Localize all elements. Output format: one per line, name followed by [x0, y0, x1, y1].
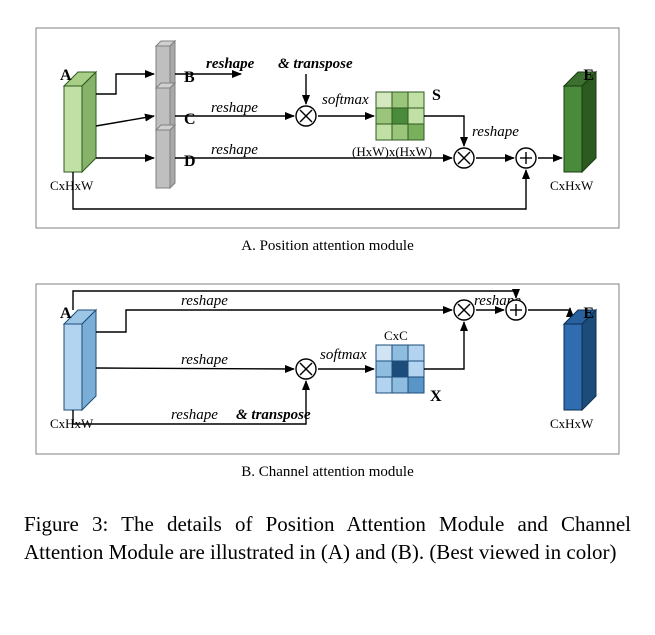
label-X: X	[430, 388, 442, 405]
heatmap-X	[376, 345, 424, 393]
lbl-softmax-B: softmax	[320, 347, 367, 363]
arrow-S-to-mm2	[424, 116, 464, 146]
lbl-softmax-A: softmax	[322, 92, 369, 108]
arrow-A-to-B	[96, 74, 154, 94]
lbl-reshape-top: reshape	[181, 293, 228, 309]
arrow-X-to-mmB2	[424, 322, 464, 369]
label-B: B	[184, 69, 195, 86]
lbl-transpose-bot: & transpose	[236, 407, 311, 423]
lbl-transpose-B: & transpose	[278, 56, 353, 72]
label-D: D	[184, 153, 196, 170]
label-E-ch: E	[583, 305, 594, 322]
tensor-E-channel	[564, 310, 596, 410]
arrow-A-skip-ch	[73, 291, 516, 310]
arrow-addB-to-E	[528, 308, 570, 310]
arrow-A-to-C	[96, 116, 154, 126]
subtitle-B: B. Channel attention module	[241, 464, 414, 480]
lbl-reshape-S: reshape	[472, 124, 519, 140]
heatmap-S	[376, 92, 424, 140]
dim-A-pos: CxHxW	[50, 178, 94, 193]
label-C: C	[184, 111, 196, 128]
label-E-pos: E	[583, 67, 594, 84]
arrow-A-skip	[73, 170, 526, 209]
dim-E-ch: CxHxW	[550, 416, 594, 431]
tensor-E-position	[564, 72, 596, 172]
figure-svg: A CxHxW B C Dreshape & transpose reshape softma…	[16, 16, 639, 496]
lbl-reshape-mid: reshape	[181, 352, 228, 368]
tensor-A-channel	[64, 310, 96, 410]
lbl-reshape-bot1: reshape	[171, 407, 218, 423]
label-S: S	[432, 87, 441, 104]
dim-E-pos: CxHxW	[550, 178, 594, 193]
figure-caption: Figure 3: The details of Position Attent…	[16, 510, 639, 567]
tensor-A-position	[64, 72, 96, 172]
subtitle-A: A. Position attention module	[241, 238, 414, 254]
dim-X: CxC	[384, 328, 408, 343]
dim-S: (HxW)x(HxW)	[352, 144, 432, 159]
lbl-reshape-C: reshape	[211, 100, 258, 116]
label-A-ch: A	[60, 305, 72, 322]
lbl-reshape-D: reshape	[211, 142, 258, 158]
arrow-A-mid-ch	[96, 368, 294, 369]
label-A-pos: A	[60, 67, 72, 84]
bar-D	[156, 125, 175, 188]
lbl-reshape-B1: reshape	[206, 56, 255, 72]
